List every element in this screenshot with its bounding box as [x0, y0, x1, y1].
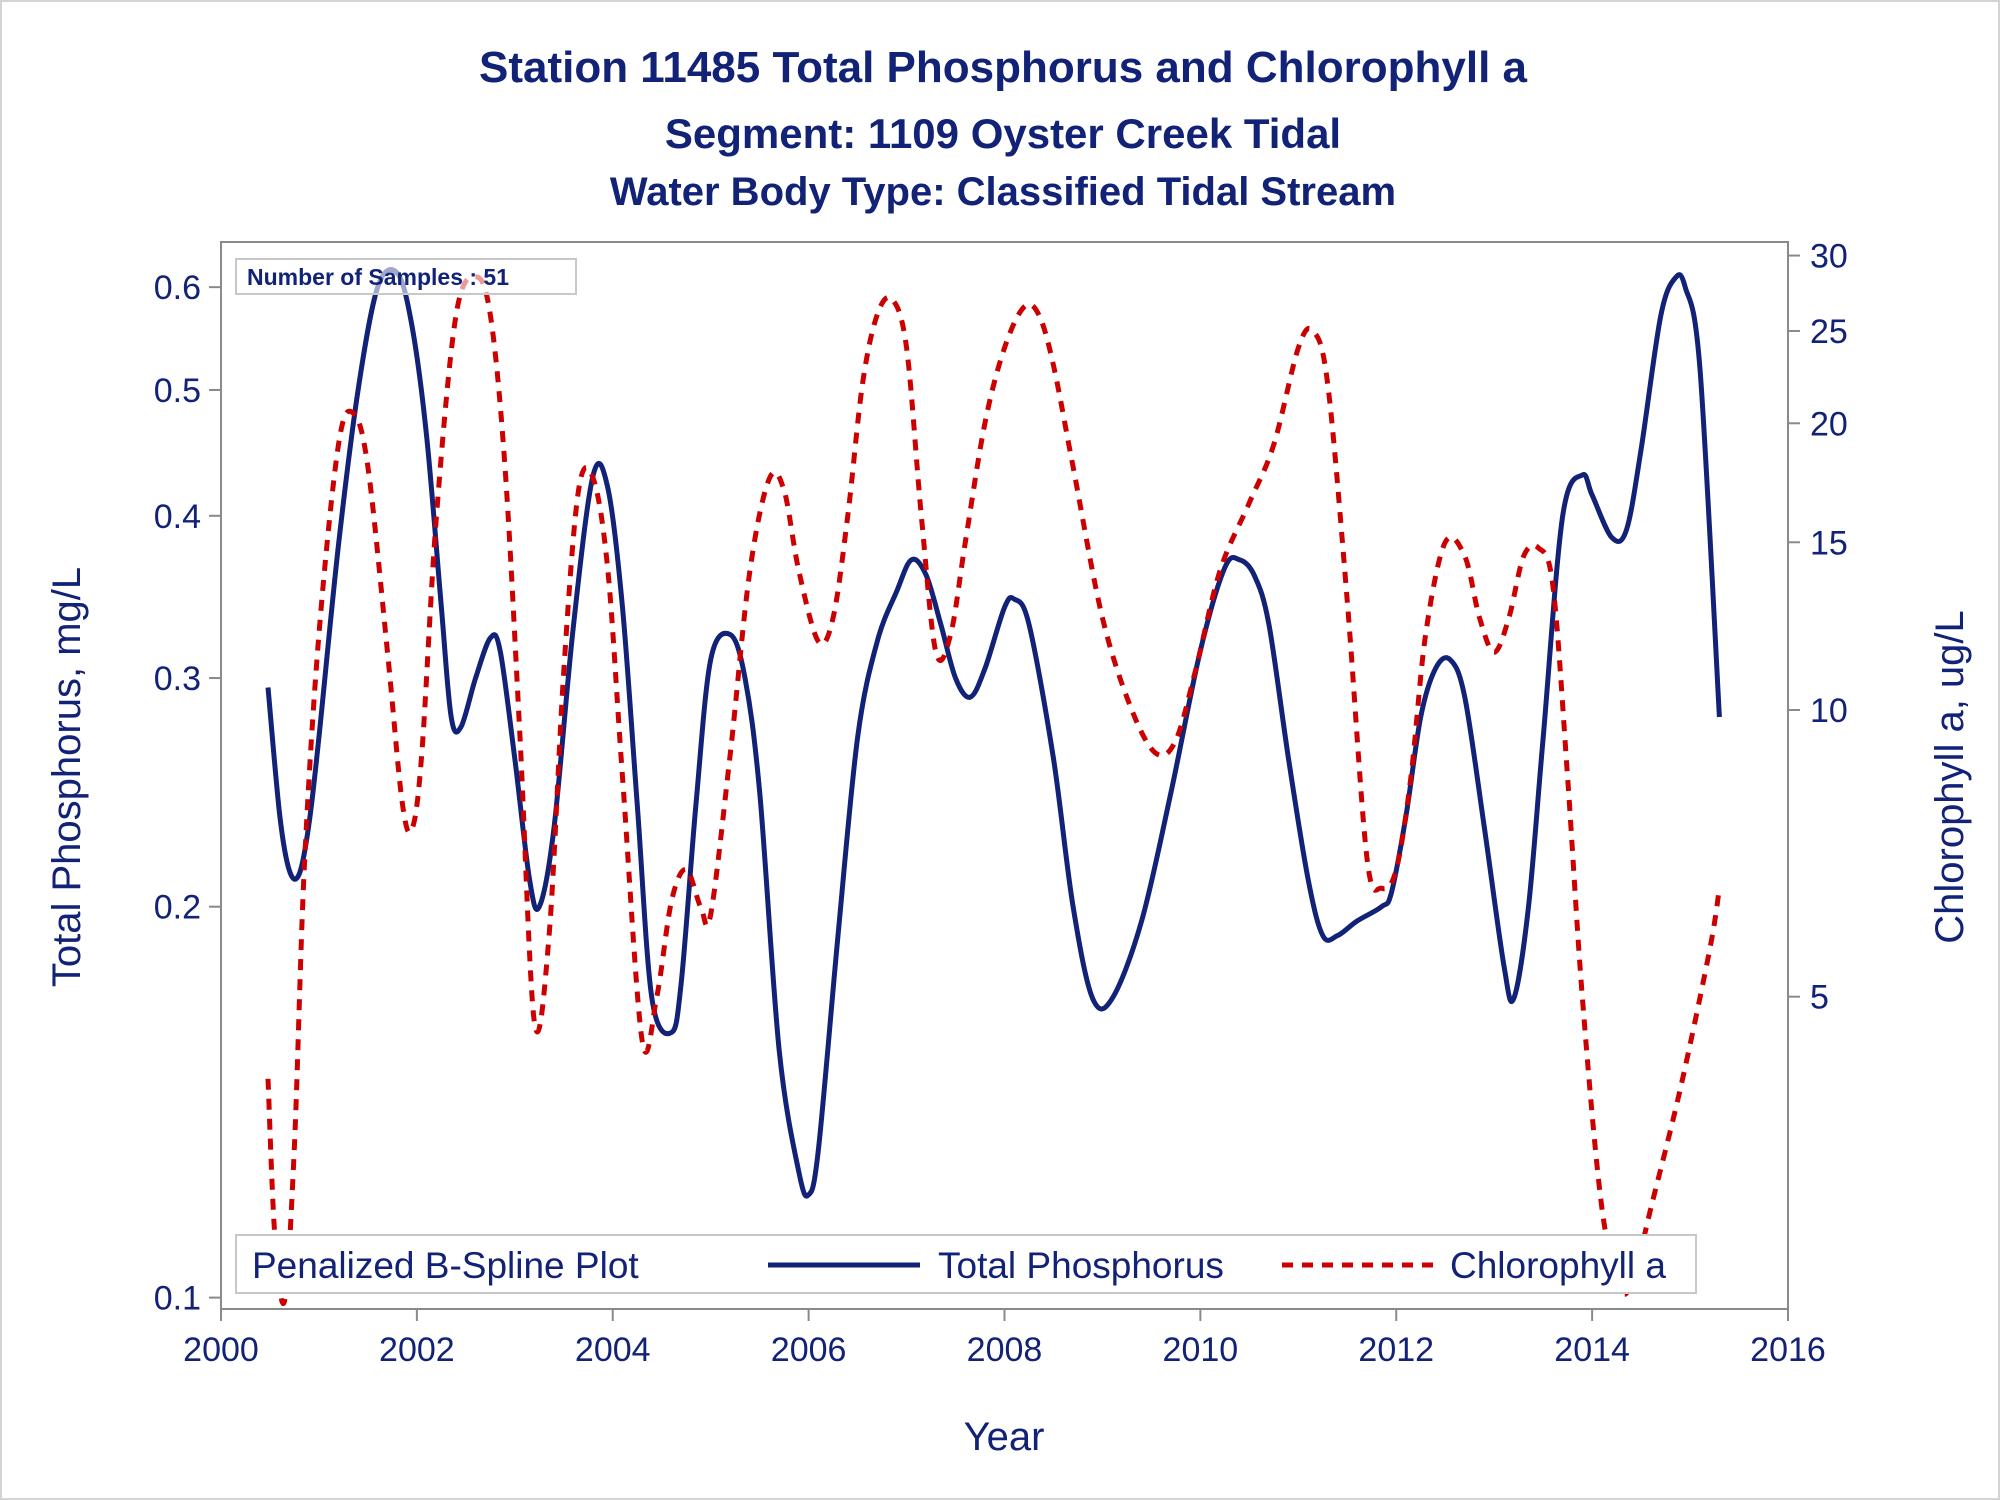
y2-tick-label: 30 [1810, 238, 1848, 276]
y2-tick-label: 15 [1810, 524, 1848, 562]
chart-subtitle: Segment: 1109 Oyster Creek Tidal [665, 110, 1341, 157]
x-tick-label: 2004 [575, 1331, 651, 1369]
inset-text: Number of Samples : 51 [247, 264, 509, 290]
inset-box [235, 258, 577, 295]
x-tick-label: 2012 [1358, 1331, 1434, 1369]
legend-label-chlorophyll-a: Chlorophyll a [1450, 1245, 1666, 1286]
x-tick-label: 2016 [1750, 1331, 1826, 1369]
legend-box [235, 1234, 1697, 1294]
y2-tick-label: 25 [1810, 313, 1848, 351]
x-tick-label: 2008 [967, 1331, 1043, 1369]
y-tick-label: 0.6 [154, 269, 201, 307]
series-layer [265, 267, 1722, 1306]
y2-tick-label: 5 [1810, 979, 1829, 1017]
legend-label-total-phosphorus: Total Phosphorus [938, 1245, 1224, 1286]
x-tick-label: 2010 [1163, 1331, 1239, 1369]
y-axis-left: 0.1 0.2 0.3 0.4 0.5 0.6 [154, 269, 221, 1318]
legend-title: Penalized B-Spline Plot [252, 1245, 639, 1286]
y-tick-label: 0.5 [154, 372, 201, 410]
y-tick-label: 0.4 [154, 498, 201, 536]
y-axis-label: Total Phosphorus, mg/L [45, 567, 89, 987]
series-line-total-phosphorus [265, 267, 1722, 1199]
legend: Penalized B-Spline Plot Total Phosphorus… [235, 1234, 1697, 1294]
y2-tick-label: 20 [1810, 405, 1848, 443]
x-tick-label: 2006 [771, 1331, 847, 1369]
x-tick-label: 2000 [183, 1331, 259, 1369]
chart-subtitle-2: Water Body Type: Classified Tidal Stream [610, 170, 1396, 214]
y2-tick-label: 10 [1810, 692, 1848, 730]
y-axis-right: 5 10 15 20 25 30 [1788, 238, 1848, 1017]
series-line-chlorophyll-a [265, 274, 1722, 1306]
y-tick-label: 0.1 [154, 1280, 201, 1318]
x-tick-label: 2002 [379, 1331, 455, 1369]
x-axis-label: Year [964, 1415, 1045, 1459]
y-tick-label: 0.3 [154, 660, 201, 698]
plot-area [220, 241, 1789, 1310]
y2-axis-label: Chlorophyll a, ug/L [1928, 610, 1972, 944]
x-axis: 2000 2002 2004 2006 2008 2010 2012 2014 2016 [183, 1309, 1826, 1369]
chart-title: Station 11485 Total Phosphorus and Chlor… [479, 43, 1528, 92]
sample-count-inset: Number of Samples : 51 [235, 258, 577, 295]
x-tick-label: 2014 [1554, 1331, 1630, 1369]
y-tick-label: 0.2 [154, 889, 201, 927]
